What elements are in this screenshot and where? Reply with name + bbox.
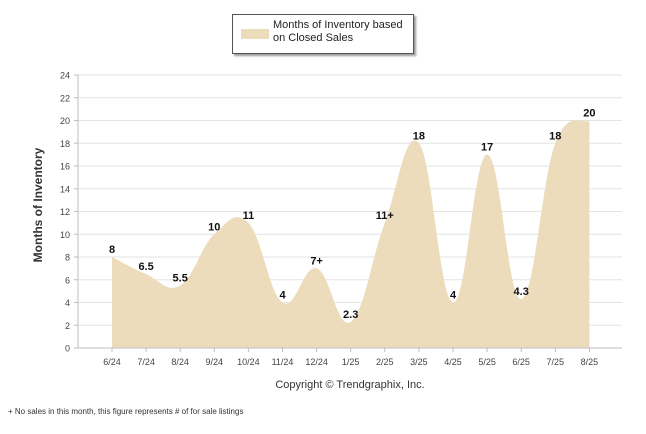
y-tick-label: 8: [65, 253, 70, 263]
x-tick-label: 12/24: [305, 357, 328, 367]
y-tick-label: 14: [60, 184, 70, 194]
data-labels: 8 6.5 5.5 10 11 4 7+ 2.3 11+ 18 4 17 4.3 18 20: [109, 108, 596, 321]
x-tick-label: 7/24: [137, 357, 155, 367]
x-tick-label: 9/24: [206, 357, 224, 367]
y-tick-label: 12: [60, 207, 70, 217]
x-tick-label: 10/24: [237, 357, 260, 367]
x-tick-label: 3/25: [410, 357, 428, 367]
data-label: 4: [279, 290, 286, 302]
x-tick-label: 1/25: [342, 357, 360, 367]
legend-swatch: [241, 29, 269, 39]
x-tick-label: 6/24: [103, 357, 121, 367]
y-tick-label: 16: [60, 162, 70, 172]
legend: Months of Inventory based on Closed Sale…: [232, 14, 414, 54]
data-label: 6.5: [138, 261, 153, 273]
data-label: 5.5: [173, 272, 188, 284]
data-label: 7+: [310, 255, 323, 267]
data-label: 18: [413, 130, 425, 142]
x-tick-label: 8/24: [171, 357, 189, 367]
x-axis: 6/24 7/24 8/24 9/24 10/24 11/24 12/24 1/25 2/25 3…: [78, 347, 622, 367]
data-label: 10: [208, 221, 220, 233]
area-series: [112, 120, 590, 348]
x-tick-label: 6/25: [512, 357, 530, 367]
x-tick-label: 5/25: [478, 357, 496, 367]
y-tick-label: 6: [65, 275, 70, 285]
y-tick-label: 0: [65, 344, 70, 354]
data-label: 4.3: [514, 286, 529, 298]
y-tick-label: 22: [60, 93, 70, 103]
y-tick-label: 24: [60, 71, 70, 81]
data-label: 11+: [376, 210, 394, 222]
y-tick-label: 18: [60, 139, 70, 149]
y-tick-label: 4: [65, 298, 70, 308]
copyright-text: Copyright © Trendgraphix, Inc.: [275, 379, 424, 391]
data-label: 17: [481, 142, 493, 154]
x-tick-label: 4/25: [444, 357, 462, 367]
data-label: 18: [549, 130, 561, 142]
x-tick-label: 8/25: [581, 357, 599, 367]
data-label: 2.3: [343, 309, 358, 321]
x-tick-label: 11/24: [272, 357, 294, 367]
data-label: 8: [109, 244, 115, 256]
data-label: 4: [450, 290, 457, 302]
data-label: 11: [243, 210, 255, 222]
y-tick-label: 2: [65, 321, 70, 331]
legend-label: Months of Inventory based on Closed Sale…: [273, 19, 403, 44]
y-axis-title: Months of Inventory: [31, 147, 45, 262]
data-label: 20: [583, 108, 595, 120]
x-tick-label: 7/25: [547, 357, 565, 367]
y-tick-label: 20: [60, 116, 70, 126]
x-tick-label: 2/25: [376, 357, 394, 367]
footnote: + No sales in this month, this figure re…: [8, 407, 244, 416]
series-area: [112, 120, 590, 348]
y-tick-label: 10: [60, 230, 70, 240]
